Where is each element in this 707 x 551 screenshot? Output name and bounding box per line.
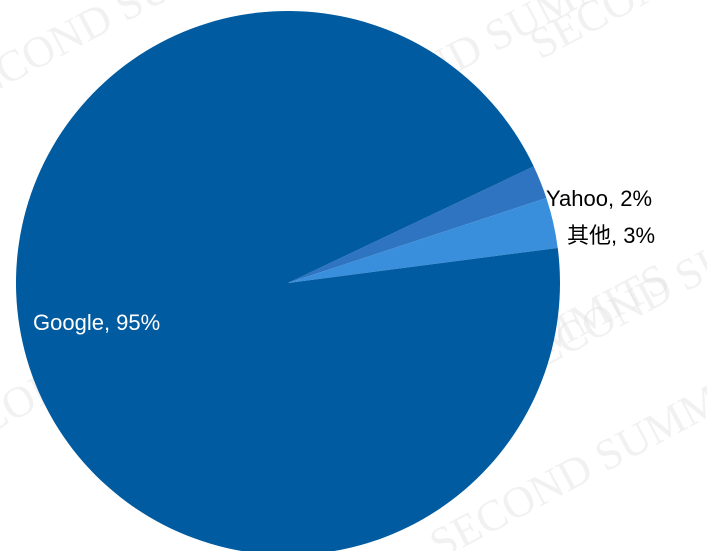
slice-label-other: 其他, 3% [567,223,655,248]
watermark-text: SECOND SUMMITS [522,0,707,69]
pie-slice-google [16,11,560,551]
slice-label-yahoo: Yahoo, 2% [546,186,652,211]
pie-slice-yahoo [288,166,547,283]
pie-slice-other [288,198,558,283]
slice-label-google: Google, 95% [33,310,160,335]
slice-labels: Google, 95% Yahoo, 2% 其他, 3% [33,186,655,335]
pie-slices [16,11,560,551]
